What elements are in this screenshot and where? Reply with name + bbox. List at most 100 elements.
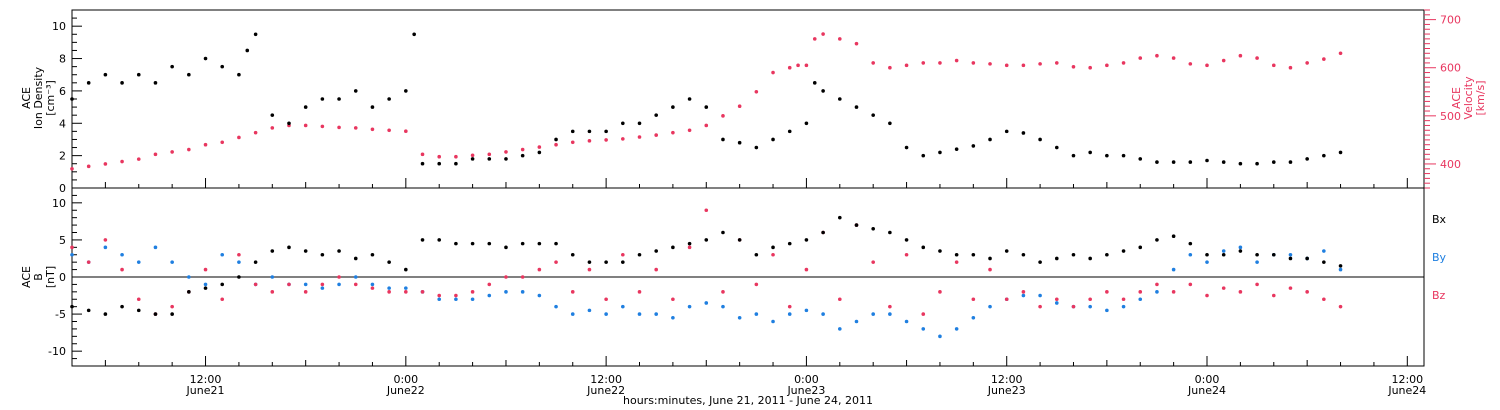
- bz-point: [1121, 297, 1126, 302]
- bz-point: [704, 208, 709, 213]
- bz-point: [387, 290, 391, 294]
- density-point: [671, 105, 675, 109]
- velocity-point: [1054, 61, 1059, 65]
- top-left-ylabel-1: Ion Density: [32, 66, 45, 129]
- density-point: [888, 121, 892, 126]
- by-point: [437, 297, 442, 302]
- density-point: [370, 105, 375, 109]
- top-right-ylabel-2: [km/s]: [1474, 80, 1487, 115]
- velocity-point: [70, 166, 74, 171]
- bz-point: [1171, 290, 1176, 294]
- bx-point: [487, 241, 492, 246]
- bx-point: [921, 245, 926, 250]
- density-point: [203, 56, 208, 61]
- bz-point: [404, 290, 408, 294]
- by-point: [821, 312, 825, 316]
- density-point: [437, 161, 442, 166]
- velocity-point: [537, 145, 542, 149]
- velocity-point: [270, 126, 275, 130]
- bz-point: [1338, 304, 1343, 309]
- bx-point: [120, 304, 124, 309]
- density-point: [804, 121, 809, 126]
- density-point: [253, 32, 258, 37]
- density-point: [220, 64, 225, 69]
- bx-point: [988, 256, 992, 261]
- velocity-point: [1338, 51, 1343, 56]
- bx-point: [237, 275, 241, 279]
- x-tick-date-label: June23: [987, 384, 1026, 397]
- velocity-point: [1221, 58, 1226, 63]
- by-point: [787, 312, 792, 316]
- by-point: [370, 282, 375, 287]
- by-point: [1338, 267, 1343, 272]
- bz-point: [320, 282, 325, 287]
- density-point: [1305, 157, 1309, 161]
- bz-point: [287, 282, 291, 287]
- bx-point: [470, 241, 475, 246]
- density-point: [904, 145, 909, 150]
- velocity-point: [621, 137, 625, 141]
- bx-point: [687, 241, 692, 246]
- density-point: [153, 81, 158, 85]
- bz-point: [520, 275, 525, 279]
- bz-point: [971, 297, 976, 302]
- velocity-point: [170, 150, 174, 154]
- bx-point: [103, 312, 108, 316]
- by-point: [153, 245, 158, 250]
- density-point: [854, 105, 859, 109]
- density-point: [954, 147, 959, 151]
- by-point: [687, 304, 692, 309]
- velocity-point: [454, 154, 458, 159]
- bx-point: [253, 260, 258, 264]
- bx-point: [1205, 252, 1209, 257]
- x-tick-time-label: 0:00: [393, 373, 418, 386]
- x-tick-date-label: June23: [786, 384, 825, 397]
- density-point: [1338, 150, 1343, 155]
- velocity-point: [1004, 63, 1009, 68]
- velocity-point: [871, 61, 875, 65]
- bottom-left-ylabel-1: B: [32, 273, 45, 281]
- velocity-point: [103, 162, 108, 166]
- density-point: [320, 97, 325, 101]
- x-tick-date-label: June22: [386, 384, 425, 397]
- by-point: [654, 312, 658, 316]
- bottom-left-axis: -10 -5 0 5 10: [48, 194, 82, 360]
- by-point: [120, 252, 124, 257]
- velocity-point: [487, 152, 492, 157]
- bz-point: [1205, 293, 1209, 298]
- velocity-point: [704, 123, 709, 128]
- by-point: [1105, 308, 1109, 313]
- density-point: [187, 72, 191, 77]
- density-point: [1105, 153, 1109, 158]
- density-point: [245, 48, 250, 53]
- by-point: [1188, 252, 1193, 257]
- bz-point: [554, 260, 558, 264]
- bx-point: [537, 241, 542, 246]
- bx-point: [136, 308, 141, 313]
- bx-point: [904, 238, 909, 242]
- by-point: [404, 286, 408, 290]
- by-point: [1255, 260, 1259, 264]
- bx-point: [1188, 241, 1193, 246]
- by-point: [303, 282, 308, 287]
- bx-point: [954, 252, 959, 257]
- legend-bx: Bx: [1432, 213, 1447, 226]
- density-point: [621, 121, 625, 126]
- density-point: [1071, 153, 1076, 158]
- bx-point: [153, 312, 158, 316]
- top-left-tick-label: 2: [59, 150, 66, 163]
- bz-point: [220, 297, 225, 302]
- by-point: [971, 315, 976, 320]
- by-point: [1171, 267, 1176, 272]
- bx-point: [1288, 256, 1293, 261]
- by-point: [721, 304, 725, 309]
- density-point: [771, 137, 775, 142]
- bx-point: [888, 230, 892, 235]
- by-point: [1088, 304, 1092, 309]
- velocity-point: [721, 114, 725, 118]
- density-point: [1138, 157, 1143, 161]
- velocity-point: [771, 70, 775, 75]
- bottom-left-tick-label: -10: [48, 345, 66, 358]
- by-point: [637, 312, 642, 316]
- bx-point: [1322, 260, 1326, 264]
